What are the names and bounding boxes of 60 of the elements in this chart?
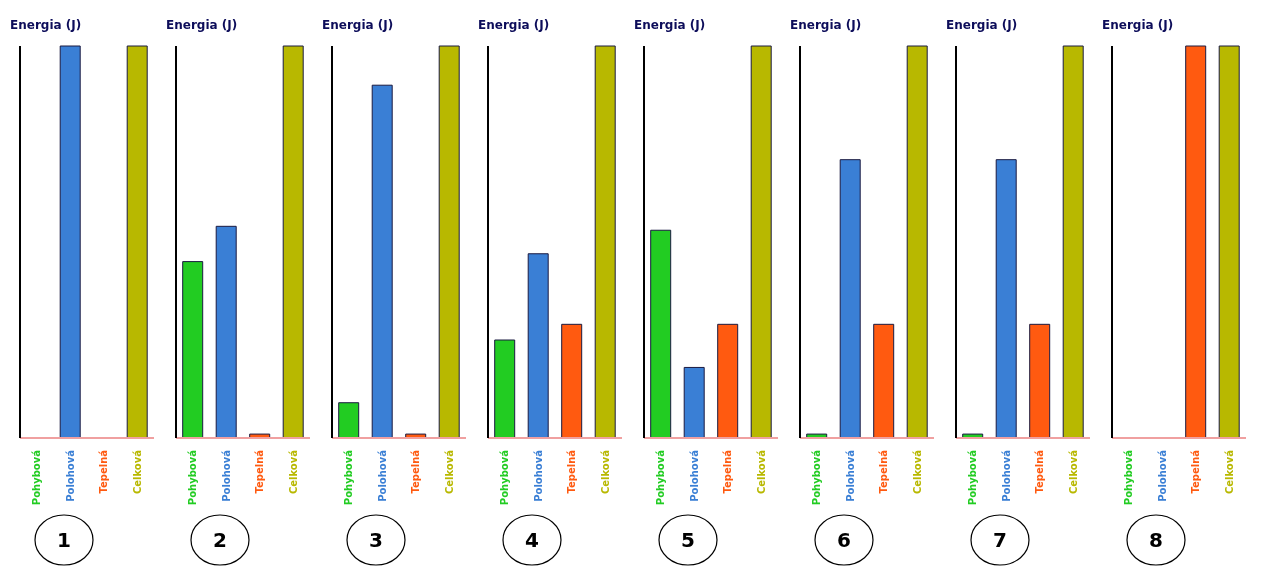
x-tick-label: Pohybová xyxy=(967,450,979,506)
y-axis-title: Energia (J) xyxy=(322,18,394,32)
x-tick-label: Pohybová xyxy=(31,450,43,506)
bar xyxy=(282,45,304,439)
bar xyxy=(594,45,616,439)
bar xyxy=(371,84,393,439)
x-tick-label: Tepelná xyxy=(878,450,890,494)
x-tick-label: Pohybová xyxy=(655,450,667,506)
x-tick-label: Pohybová xyxy=(499,450,511,506)
y-axis-title: Energia (J) xyxy=(634,18,706,32)
bar xyxy=(750,45,772,439)
y-axis-title: Energia (J) xyxy=(1102,18,1174,32)
bar xyxy=(650,229,672,439)
bar xyxy=(215,225,237,439)
x-tick-label: Pohybová xyxy=(343,450,355,506)
bar xyxy=(1062,45,1084,439)
y-axis-title: Energia (J) xyxy=(478,18,550,32)
x-tick-label: Polohová xyxy=(376,450,388,502)
y-axis-title: Energia (J) xyxy=(166,18,238,32)
x-tick-label: Tepelná xyxy=(1034,450,1046,494)
x-tick-label: Pohybová xyxy=(187,450,199,506)
bar xyxy=(995,159,1017,439)
bar xyxy=(873,323,895,439)
bar xyxy=(906,45,928,439)
bar xyxy=(182,261,204,439)
x-tick-label: Celková xyxy=(599,450,611,495)
x-tick-label: Celková xyxy=(1223,450,1235,495)
bar xyxy=(717,323,739,439)
bar xyxy=(338,402,360,439)
x-tick-label: Tepelná xyxy=(566,450,578,494)
x-tick-label: Celková xyxy=(1067,450,1079,495)
y-axis-title: Energia (J) xyxy=(10,18,82,32)
x-tick-label: Celková xyxy=(287,450,299,495)
bar xyxy=(839,159,861,439)
bar xyxy=(1029,323,1051,439)
bar xyxy=(683,366,705,439)
x-tick-label: Polohová xyxy=(688,450,700,502)
x-tick-label: Polohová xyxy=(844,450,856,502)
x-tick-label: Polohová xyxy=(1000,450,1012,502)
bar xyxy=(527,253,549,439)
x-tick-label: Celková xyxy=(911,450,923,495)
x-tick-label: Celková xyxy=(131,450,143,495)
bar xyxy=(561,323,583,439)
x-tick-label: Tepelná xyxy=(410,450,422,494)
x-tick-label: Polohová xyxy=(220,450,232,502)
x-tick-label: Polohová xyxy=(64,450,76,502)
x-tick-label: Pohybová xyxy=(1123,450,1135,506)
bar xyxy=(438,45,460,439)
x-tick-label: Polohová xyxy=(532,450,544,502)
bar xyxy=(494,339,516,439)
y-axis-title: Energia (J) xyxy=(946,18,1018,32)
x-tick-label: Tepelná xyxy=(254,450,266,494)
x-tick-label: Tepelná xyxy=(98,450,110,494)
x-tick-label: Tepelná xyxy=(722,450,734,494)
x-tick-label: Pohybová xyxy=(811,450,823,506)
x-tick-label: Polohová xyxy=(1156,450,1168,502)
x-tick-label: Tepelná xyxy=(1190,450,1202,494)
x-tick-label: Celková xyxy=(755,450,767,495)
x-tick-label: Celková xyxy=(443,450,455,495)
y-axis-title: Energia (J) xyxy=(790,18,862,32)
